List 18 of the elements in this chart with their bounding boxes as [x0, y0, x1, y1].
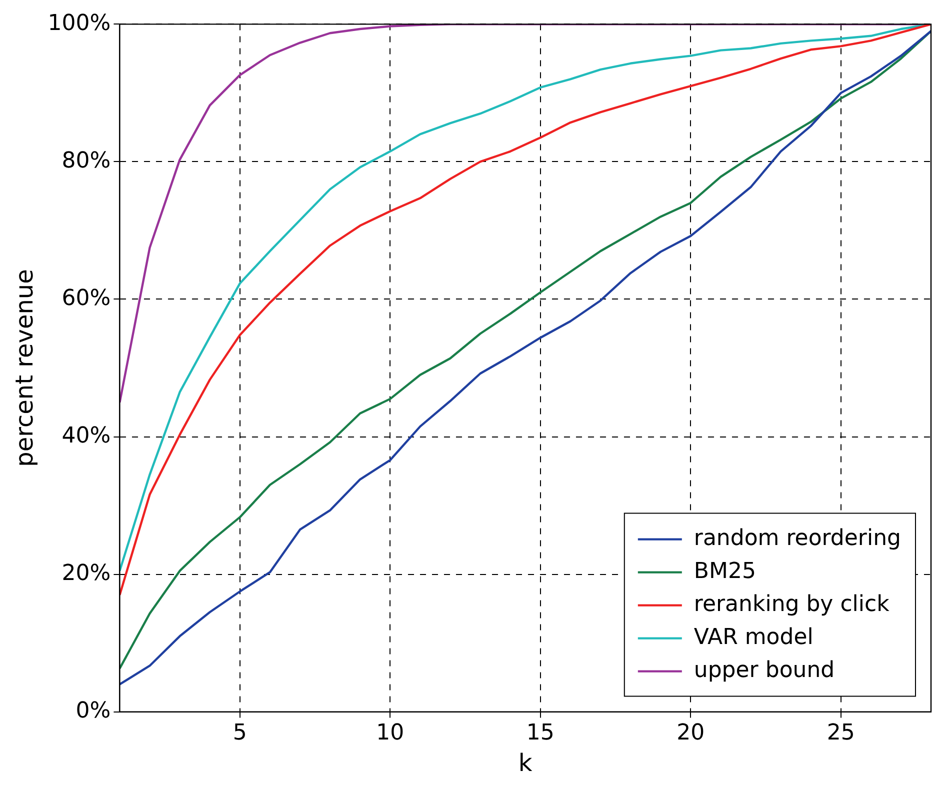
x-tick-label: 5 [232, 720, 247, 746]
y-tick-label: 100% [48, 10, 111, 36]
legend-label: random reordering [694, 526, 902, 552]
legend-label: upper bound [694, 658, 835, 684]
legend-label: VAR model [694, 625, 814, 650]
x-tick-label: 25 [826, 720, 855, 746]
x-tick-label: 15 [526, 720, 554, 746]
legend-label: BM25 [694, 559, 756, 584]
x-tick-label: 20 [676, 720, 705, 746]
x-tick-label: 10 [376, 720, 404, 746]
legend-label: reranking by click [694, 592, 890, 618]
x-axis-title: k [518, 748, 532, 777]
y-tick-label: 40% [62, 423, 111, 448]
y-tick-label: 20% [62, 561, 111, 586]
y-tick-label: 80% [62, 148, 111, 174]
y-tick-label: 60% [62, 286, 111, 311]
y-axis-title: percent revenue [10, 269, 39, 467]
y-tick-label: 0% [76, 698, 111, 724]
